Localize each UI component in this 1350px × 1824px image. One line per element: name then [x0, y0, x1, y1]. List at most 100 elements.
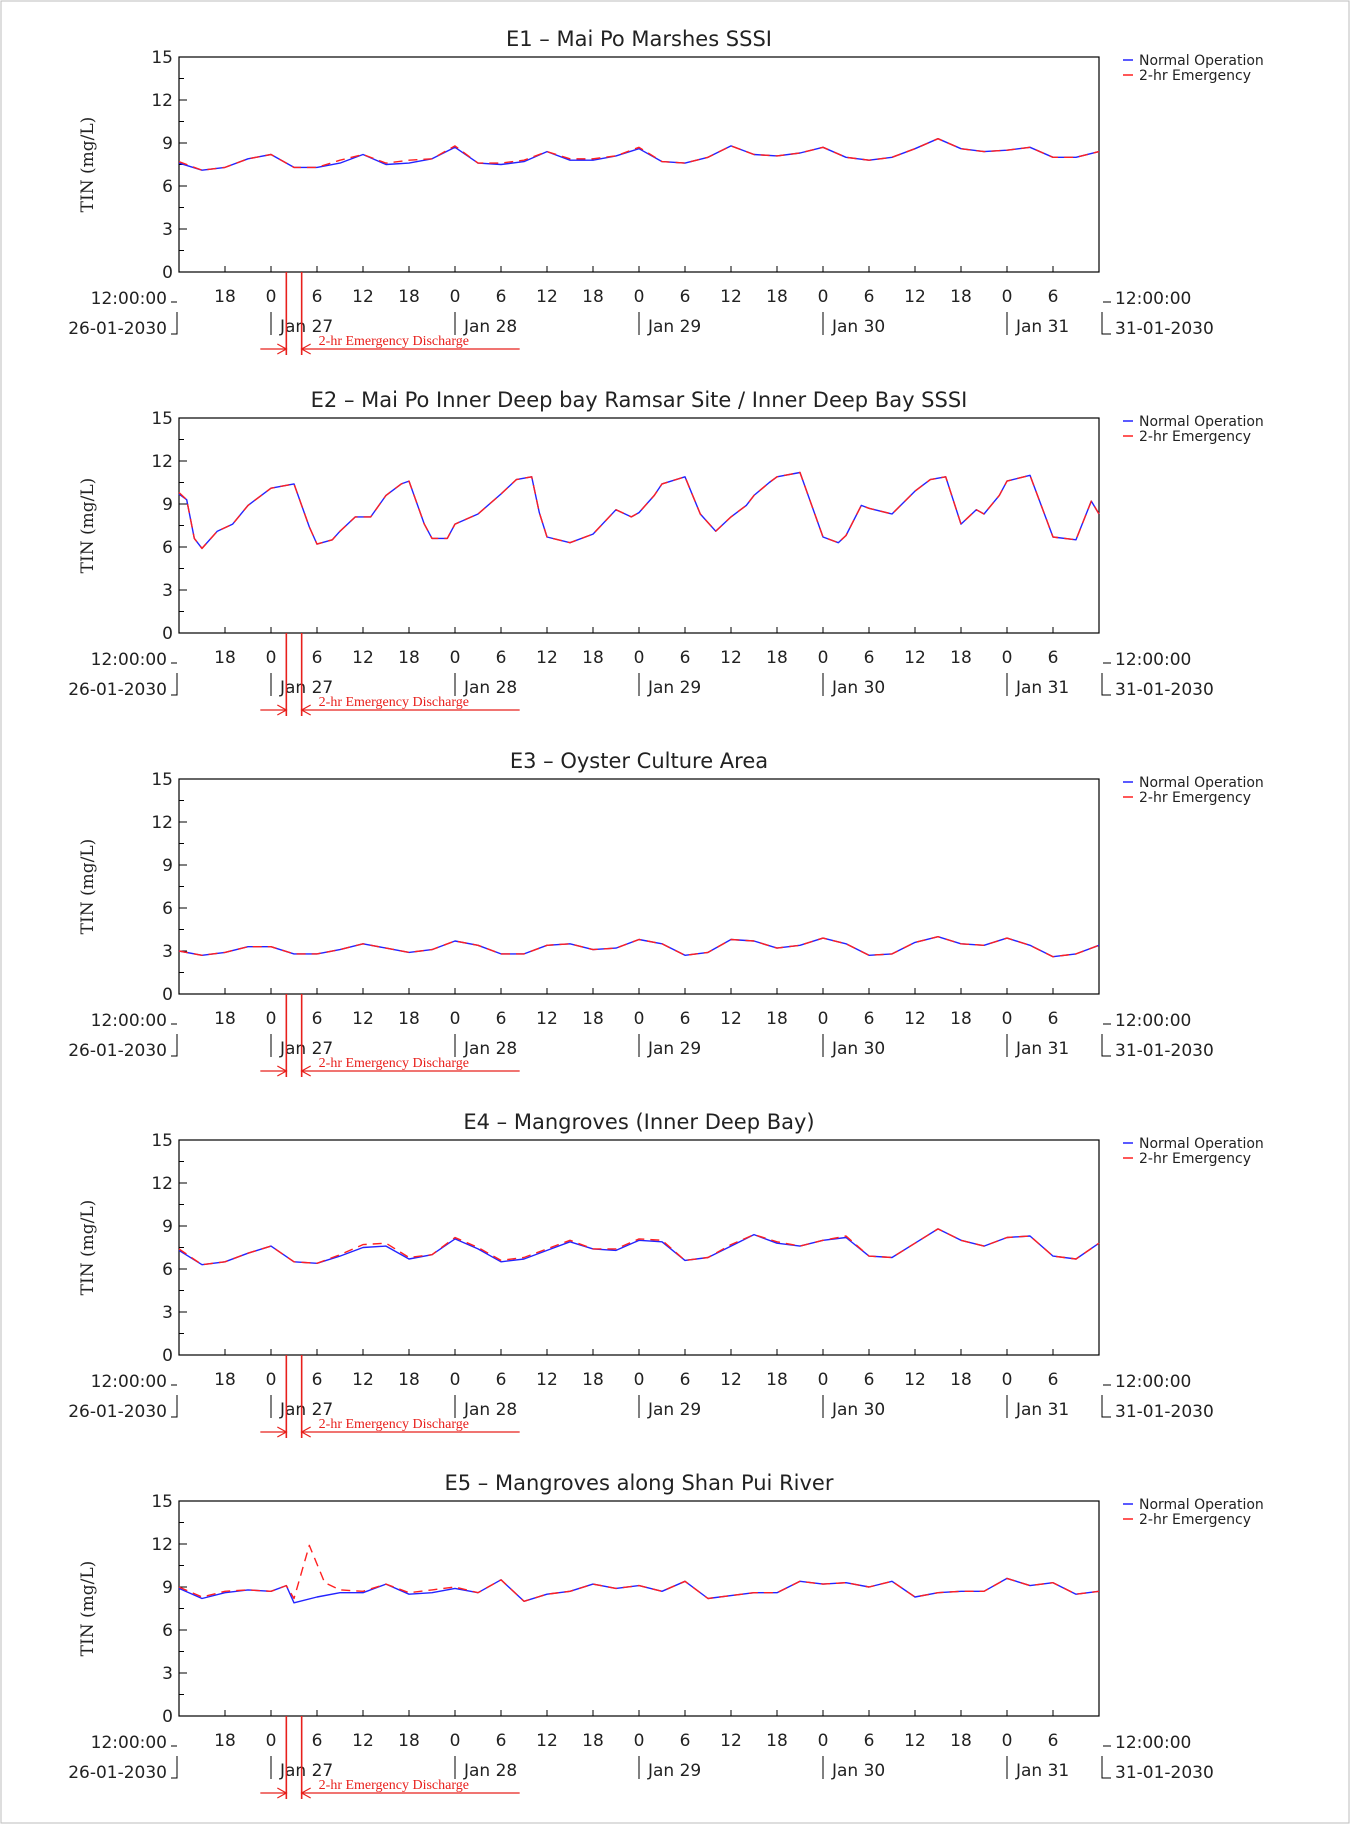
x-tick-label: 18 [766, 1731, 788, 1751]
emergency-label: 2-hr Emergency Discharge [319, 1056, 469, 1071]
x-tick-label: 0 [266, 287, 277, 307]
x-tick-label: 12 [720, 1370, 742, 1390]
x-tick-label: 18 [766, 1009, 788, 1029]
day-label: Jan 28 [463, 1761, 517, 1781]
series-line-2hr-emergency [178, 1228, 1100, 1266]
start-date-label: 26-01-2030 [68, 1041, 167, 1061]
x-tick-label: 18 [214, 648, 236, 668]
y-tick-label: 3 [162, 581, 173, 601]
emergency-label: 2-hr Emergency Discharge [319, 695, 469, 710]
x-tick-label: 12 [536, 1731, 558, 1751]
end-date-label: 31-01-2030 [1115, 1763, 1214, 1783]
y-tick-label: 15 [151, 409, 173, 429]
x-tick-label: 12 [720, 287, 742, 307]
x-tick-label: 12 [352, 1731, 374, 1751]
day-label: Jan 30 [831, 1761, 885, 1781]
x-tick-label: 18 [950, 648, 972, 668]
x-tick-label: 12 [720, 1009, 742, 1029]
x-tick-label: 6 [312, 1009, 323, 1029]
day-label: Jan 28 [463, 317, 517, 337]
start-date-label: 26-01-2030 [68, 319, 167, 339]
x-tick-label: 6 [312, 1731, 323, 1751]
x-tick-label: 18 [766, 287, 788, 307]
x-tick-label: 6 [680, 648, 691, 668]
x-tick-label: 0 [450, 287, 461, 307]
x-tick-label: 12 [536, 1370, 558, 1390]
y-tick-label: 6 [162, 1621, 173, 1641]
emergency-arrowhead-left [277, 1787, 288, 1799]
x-tick-label: 12 [720, 1731, 742, 1751]
y-tick-label: 0 [162, 985, 173, 1005]
end-time-label: 12:00:00 [1115, 650, 1191, 670]
start-time-label: 12:00:00 [91, 1733, 167, 1753]
x-tick-label: 0 [450, 1009, 461, 1029]
x-tick-label: 18 [766, 1370, 788, 1390]
emergency-arrowhead-left [277, 1426, 288, 1438]
series-line-2hr-emergency [178, 471, 1100, 550]
start-time-label: 12:00:00 [91, 1372, 167, 1392]
chart-title: E4 – Mangroves (Inner Deep Bay) [463, 1110, 814, 1134]
y-tick-label: 3 [162, 220, 173, 240]
x-tick-label: 0 [818, 1009, 829, 1029]
x-tick-label: 12 [352, 287, 374, 307]
x-tick-label: 6 [1048, 287, 1059, 307]
y-tick-label: 0 [162, 624, 173, 644]
y-tick-label: 3 [162, 1664, 173, 1684]
day-label: Jan 30 [831, 1400, 885, 1420]
x-tick-label: 18 [950, 1370, 972, 1390]
day-label: Jan 29 [647, 1400, 701, 1420]
end-bracket [1101, 301, 1111, 335]
end-time-label: 12:00:00 [1115, 1011, 1191, 1031]
y-tick-label: 9 [162, 495, 173, 515]
emergency-arrowhead-right [300, 1426, 311, 1438]
start-time-label: 12:00:00 [91, 650, 167, 670]
y-tick-label: 15 [151, 1492, 173, 1512]
end-date-label: 31-01-2030 [1115, 680, 1214, 700]
x-tick-label: 18 [214, 1370, 236, 1390]
y-axis-title: TIN (mg/L) [78, 117, 98, 213]
day-label: Jan 29 [647, 1039, 701, 1059]
plot-frame [178, 1500, 1100, 1717]
day-label: Jan 30 [831, 317, 885, 337]
x-tick-label: 0 [266, 1731, 277, 1751]
emergency-arrowhead-left [277, 343, 288, 355]
chart-panel-5: E5 – Mangroves along Shan Pui River 0 3 6 9 1… [68, 1471, 1264, 1799]
x-tick-label: 0 [266, 1009, 277, 1029]
x-tick-label: 0 [1002, 1370, 1013, 1390]
x-tick-label: 6 [496, 1370, 507, 1390]
y-tick-label: 15 [151, 770, 173, 790]
series-line-2hr-emergency [178, 1544, 1100, 1602]
x-tick-label: 0 [818, 1370, 829, 1390]
y-tick-label: 12 [151, 1174, 173, 1194]
day-label: Jan 31 [1015, 1039, 1069, 1059]
x-tick-label: 18 [950, 287, 972, 307]
y-tick-label: 6 [162, 177, 173, 197]
day-label: Jan 27 [279, 1761, 333, 1781]
day-label: Jan 27 [279, 1039, 333, 1059]
day-label: Jan 28 [463, 1400, 517, 1420]
chart-panel-3: E3 – Oyster Culture Area 0 3 6 9 12 15 TIN (mg/… [68, 749, 1264, 1077]
day-label: Jan 28 [463, 678, 517, 698]
end-bracket [1101, 662, 1111, 696]
legend-label: 2-hr Emergency [1139, 1151, 1251, 1167]
y-axis-title: TIN (mg/L) [78, 478, 98, 574]
x-tick-label: 12 [352, 1009, 374, 1029]
start-date-label: 26-01-2030 [68, 1402, 167, 1422]
emergency-arrowhead-right [300, 704, 311, 716]
y-tick-label: 9 [162, 1217, 173, 1237]
y-tick-label: 15 [151, 48, 173, 68]
x-tick-label: 6 [496, 1731, 507, 1751]
legend-label: Normal Operation [1139, 775, 1264, 791]
end-bracket [1101, 1384, 1111, 1418]
emergency-arrowhead-right [300, 1787, 311, 1799]
start-date-label: 26-01-2030 [68, 1763, 167, 1783]
x-tick-label: 12 [904, 287, 926, 307]
x-tick-label: 18 [582, 1731, 604, 1751]
x-tick-label: 18 [398, 1370, 420, 1390]
x-tick-label: 6 [312, 287, 323, 307]
y-tick-label: 9 [162, 1578, 173, 1598]
x-tick-label: 12 [720, 648, 742, 668]
legend-label: Normal Operation [1139, 414, 1264, 430]
y-tick-label: 3 [162, 942, 173, 962]
